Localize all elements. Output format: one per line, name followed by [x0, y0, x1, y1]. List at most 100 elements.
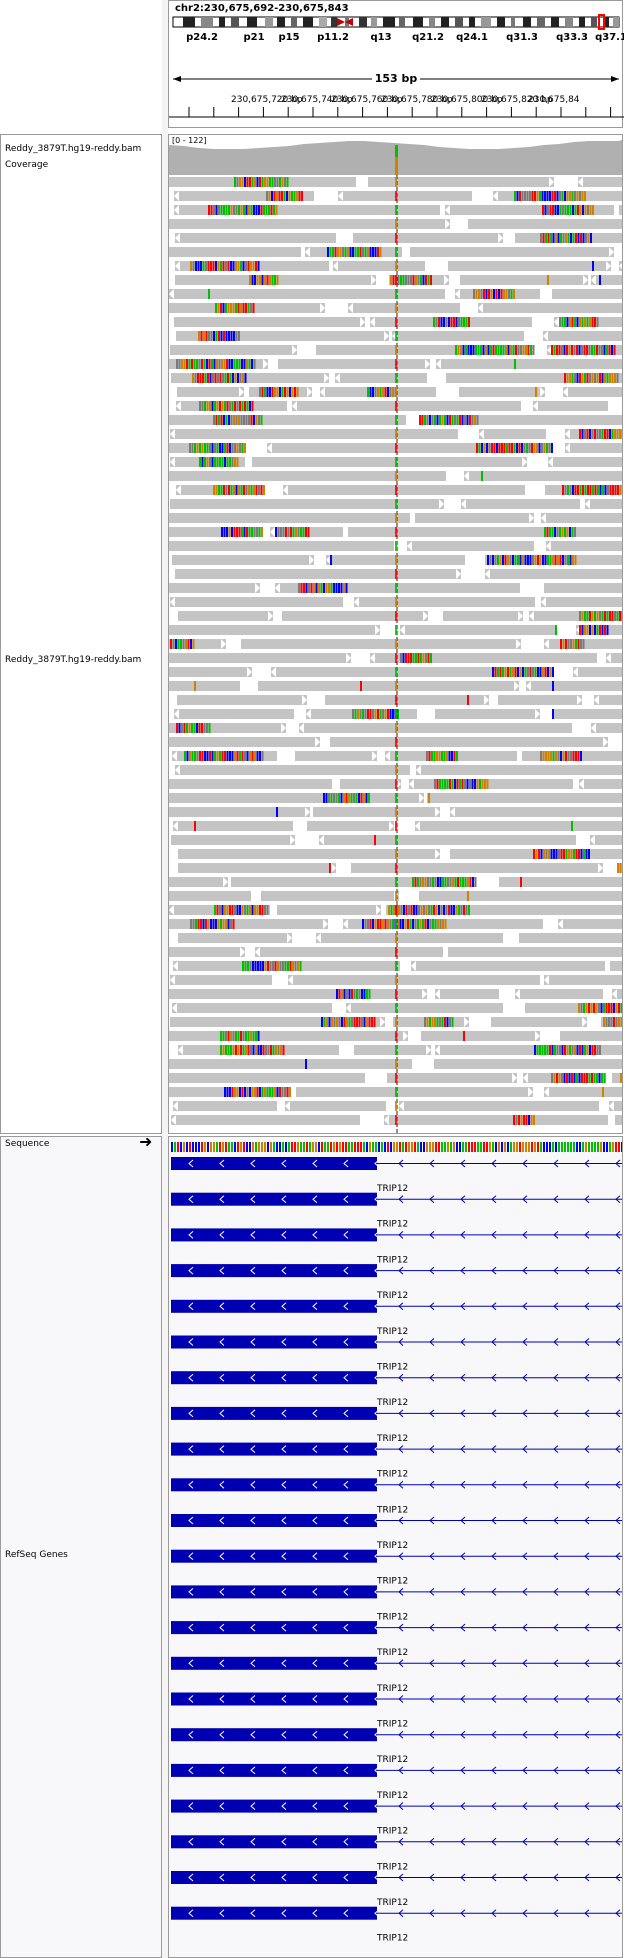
read-body — [283, 485, 525, 495]
strand-chevron-icon — [491, 1445, 497, 1453]
mismatch-base — [276, 191, 278, 201]
strand-chevron-icon — [281, 1480, 287, 1489]
mismatch-base — [500, 289, 503, 299]
mismatch-base — [574, 485, 577, 495]
annotation-svg[interactable]: TRIP12TRIP12TRIP12TRIP12TRIP12TRIP12TRIP… — [169, 1137, 623, 1958]
mismatch-base — [195, 919, 197, 929]
mismatch-base — [215, 205, 218, 215]
read — [515, 233, 622, 243]
read-strand-notch — [548, 457, 553, 467]
mismatch-base — [221, 401, 224, 411]
mismatch-base — [472, 345, 475, 355]
center-mismatch — [395, 261, 397, 271]
mismatch-base — [439, 919, 442, 929]
mismatch-base — [576, 373, 579, 383]
mismatch-base — [435, 905, 438, 915]
sequence-base — [213, 1142, 215, 1152]
mismatch-base — [619, 863, 622, 873]
sequence-base — [285, 1142, 287, 1152]
mismatch-base — [224, 751, 226, 761]
mismatch-base — [220, 415, 223, 425]
mismatch-base — [346, 989, 348, 999]
mismatch-base — [436, 751, 438, 761]
mismatch-base — [544, 555, 547, 565]
mismatch-base — [511, 443, 513, 453]
strand-chevron-icon — [553, 1159, 559, 1168]
mismatch-base — [567, 233, 570, 243]
strand-chevron-icon — [343, 1302, 349, 1311]
mismatch-base — [246, 401, 249, 411]
mismatch-base — [214, 905, 216, 915]
mismatch-base — [280, 1045, 282, 1055]
mismatch-base — [425, 653, 427, 663]
chromosome-band — [497, 17, 505, 27]
strand-chevron-icon — [219, 1695, 225, 1703]
strand-chevron-icon — [460, 1766, 466, 1775]
read — [170, 345, 297, 355]
sequence-track-name[interactable]: Sequence — [5, 1139, 50, 1149]
mismatch-base — [352, 247, 354, 257]
read-strand-notch — [172, 751, 177, 761]
mismatch-base — [305, 527, 307, 537]
mismatch-base — [186, 751, 189, 761]
mismatch-base — [226, 905, 229, 915]
strand-chevron-icon — [188, 1802, 194, 1810]
mismatch-base — [570, 751, 572, 761]
mismatch-base — [190, 261, 192, 271]
mismatch-base — [544, 1045, 546, 1055]
read — [169, 247, 301, 257]
read-strand-notch — [577, 695, 582, 705]
span-label: 153 bp — [375, 72, 418, 85]
sequence-base — [486, 1142, 488, 1152]
mismatch-base — [444, 877, 447, 887]
read — [415, 513, 534, 523]
read-strand-notch — [416, 765, 421, 775]
mismatch-base — [231, 443, 234, 453]
annotation-data-panel[interactable]: TRIP12 TRIP12 TRIP12 TRIP12 TRIP12 TRIP12 TRIP… — [168, 1136, 623, 1958]
mismatch-base — [266, 275, 269, 285]
mismatch-base — [230, 1045, 232, 1055]
read-strand-notch — [528, 1087, 533, 1097]
strand-chevron-icon — [584, 1659, 590, 1668]
mismatch-base — [231, 401, 234, 411]
centromere-icon — [337, 18, 345, 26]
genes-track-name[interactable]: RefSeq Genes — [5, 1550, 68, 1560]
strand-chevron-icon — [281, 1373, 287, 1382]
read-strand-notch — [306, 709, 311, 719]
mismatch-base — [557, 233, 560, 243]
mismatch-base — [417, 275, 420, 285]
alignment-data-panel[interactable]: [0 - 122] — [168, 134, 623, 1134]
track-name-panel-annotations: Sequence ➜ RefSeq Genes — [0, 1132, 162, 1958]
mismatch-base — [257, 1045, 260, 1055]
strand-chevron-icon — [398, 1338, 404, 1346]
read-strand-notch — [267, 443, 272, 453]
mismatch-base — [618, 1017, 620, 1027]
strand-chevron-icon — [398, 1802, 404, 1810]
mismatch-base — [512, 345, 515, 355]
reads-track-name[interactable]: Reddy_3879T.hg19-reddy.bam — [5, 655, 142, 665]
sequence-base — [612, 1142, 614, 1152]
gene-label: TRIP12 — [376, 1827, 408, 1837]
gene-feature: TRIP12 — [171, 1621, 622, 1658]
center-mismatch — [395, 1087, 397, 1097]
reads-svg[interactable] — [169, 135, 623, 1134]
mismatch-base — [349, 247, 352, 257]
sequence-base — [360, 1142, 362, 1152]
mismatch-base — [591, 1045, 594, 1055]
sequence-base — [585, 1142, 587, 1152]
mismatch-base — [430, 653, 432, 663]
sequence-base — [543, 1142, 545, 1152]
mismatch-base — [509, 555, 512, 565]
mismatch-base — [390, 905, 393, 915]
coverage-track-name[interactable]: Reddy_3879T.hg19-reddy.bam Coverage — [5, 144, 142, 170]
mismatch-base — [271, 387, 274, 397]
mismatch-base — [554, 205, 557, 215]
ideogram-svg[interactable]: p24.2 p21 p15 p11.2 q13 q21.2 q24.1 q31.3 q33.3 q… — [169, 1, 624, 129]
strand-chevron-icon — [553, 1909, 559, 1918]
strand-chevron-icon — [343, 1695, 349, 1703]
strand-arrow-icon[interactable]: ➜ — [139, 1132, 153, 1151]
mismatch-base — [556, 1045, 559, 1055]
mismatch-base — [295, 527, 297, 537]
read-body — [560, 1031, 622, 1041]
mismatch-base — [620, 1073, 622, 1083]
